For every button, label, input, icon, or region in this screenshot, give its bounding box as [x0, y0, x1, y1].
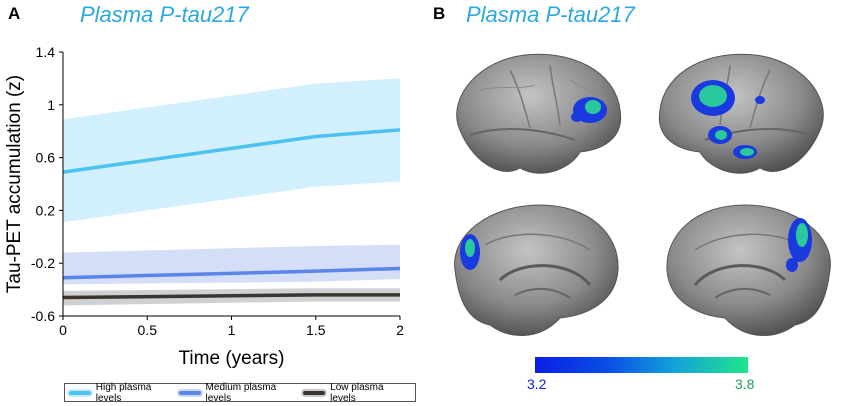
activation-blob	[585, 100, 601, 114]
y-tick-label: 0.6	[36, 150, 56, 166]
series-line-2	[62, 293, 400, 300]
series-line-1	[62, 266, 401, 280]
ci-band-0	[63, 78, 400, 223]
x-tick-label: 0.5	[138, 322, 158, 338]
x-axis-label: Time (years)	[179, 348, 285, 369]
colorbar	[535, 357, 748, 373]
y-tick-label: 1.4	[36, 44, 56, 60]
x-tick-label: 2	[396, 322, 404, 338]
x-tick-label: 0	[59, 322, 67, 338]
brain-right-lateral	[658, 53, 824, 174]
panel-a-title: Plasma P-tau217	[80, 2, 249, 27]
activation-blob	[755, 96, 765, 104]
panel-b-title: Plasma P-tau217	[466, 2, 635, 27]
x-tick-label: 1	[228, 322, 236, 338]
series-line-0	[62, 128, 401, 174]
legend-label: Low plasma levels	[330, 381, 384, 404]
legend-swatch	[178, 390, 201, 395]
y-tick-label: -0.6	[31, 308, 55, 324]
brain-left-lateral	[456, 53, 622, 174]
activation-blob	[796, 223, 808, 247]
legend-swatch	[303, 390, 326, 395]
legend-label: High plasma levels	[95, 381, 152, 404]
legend-item: Low plasma levels	[303, 382, 411, 404]
brain-left-medial	[454, 204, 619, 336]
y-axis-label: Tau-PET accumulation (z)	[4, 75, 25, 293]
activation-blob	[571, 112, 583, 122]
activation-blob	[715, 130, 727, 140]
legend-label: Medium plasma levels	[205, 381, 277, 404]
chart-legend: High plasma levels Medium plasma levels Lo…	[64, 381, 416, 404]
legend-item: High plasma levels	[69, 382, 179, 404]
panel-b-letter: B	[433, 4, 446, 23]
y-tick-label: 0.2	[36, 202, 56, 218]
activation-blob	[740, 148, 754, 156]
brain-right-medial	[666, 204, 831, 336]
line-chart: -0.6 -0.2 0.2 0.6 1 1.4 0 0.5 1 1.5 2 Time (years) T…	[4, 44, 404, 369]
activation-blob	[786, 258, 798, 272]
activation-blob	[465, 239, 475, 257]
legend-item: Medium plasma levels	[178, 381, 304, 404]
x-tick-label: 1.5	[306, 322, 326, 338]
activation-blob	[699, 85, 727, 107]
ci-band-1	[63, 244, 400, 285]
colorbar-max-label: 3.8	[735, 376, 755, 392]
legend-swatch	[69, 390, 91, 395]
colorbar-min-label: 3.2	[527, 376, 547, 392]
panel-a-letter: A	[8, 4, 21, 23]
y-tick-label: 1	[47, 97, 55, 113]
y-tick-label: -0.2	[31, 255, 55, 271]
